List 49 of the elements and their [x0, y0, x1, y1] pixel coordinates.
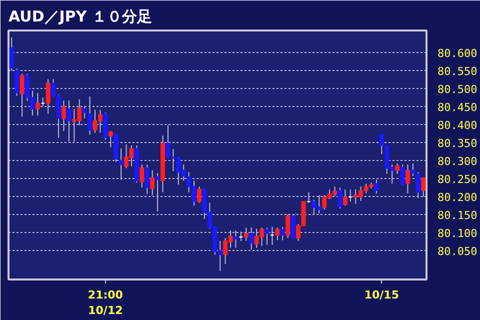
- y-tick-label: 80.100: [438, 227, 478, 240]
- candlestick: [280, 226, 285, 241]
- candlestick: [88, 96, 92, 136]
- candlestick: [249, 227, 254, 250]
- candlestick: [421, 177, 426, 198]
- y-tick-label: 80.450: [438, 101, 478, 114]
- candlestick: [103, 112, 108, 140]
- y-tick-label: 80.600: [438, 46, 478, 60]
- y-tick-label: 80.500: [438, 83, 478, 96]
- y-tick-label: 80.300: [438, 155, 478, 168]
- y-tick-label: 80.550: [438, 65, 478, 78]
- candlestick: [35, 92, 40, 116]
- candlestick: [410, 162, 416, 177]
- y-tick-label: 80.200: [438, 191, 478, 204]
- candlestick: [14, 68, 20, 96]
- candlestick: [275, 227, 280, 241]
- y-tick-label: 80.150: [438, 209, 478, 222]
- candlestick: [405, 164, 410, 194]
- candlestick: [338, 187, 342, 210]
- candlestick: [20, 73, 24, 118]
- candlestick: [196, 186, 202, 204]
- x-tick-label: 21:00 10/12: [88, 288, 124, 318]
- candlestick: [140, 164, 144, 188]
- candlestick: [150, 170, 155, 196]
- x-tick-label: 10/15: [364, 288, 399, 302]
- y-tick-label: 80.350: [438, 137, 478, 150]
- candlestick: [66, 100, 72, 142]
- candlestick: [244, 227, 248, 242]
- candlestick: [374, 179, 379, 194]
- candlestick: [416, 172, 420, 199]
- y-tick-label: 80.400: [438, 119, 478, 132]
- candlestick: [108, 130, 113, 148]
- candlestick: [342, 188, 348, 206]
- candlestick: [233, 230, 238, 248]
- candlestick: [395, 162, 400, 174]
- y-tick-label: 80.050: [438, 245, 478, 258]
- candlestick: [118, 148, 124, 180]
- candlestick: [82, 106, 87, 119]
- candlestick: [144, 164, 150, 195]
- candlestick: [155, 172, 160, 212]
- candlestick: [400, 164, 405, 186]
- chart-title: AUD／JPY １０分足: [8, 8, 152, 26]
- candlestick: [290, 214, 296, 239]
- candlestick: [9, 36, 14, 71]
- candlestick: [264, 227, 270, 246]
- candlestick: [46, 78, 50, 114]
- y-tick-label: 80.250: [438, 173, 478, 186]
- candlestick: [286, 214, 290, 239]
- candlestick: [61, 100, 66, 132]
